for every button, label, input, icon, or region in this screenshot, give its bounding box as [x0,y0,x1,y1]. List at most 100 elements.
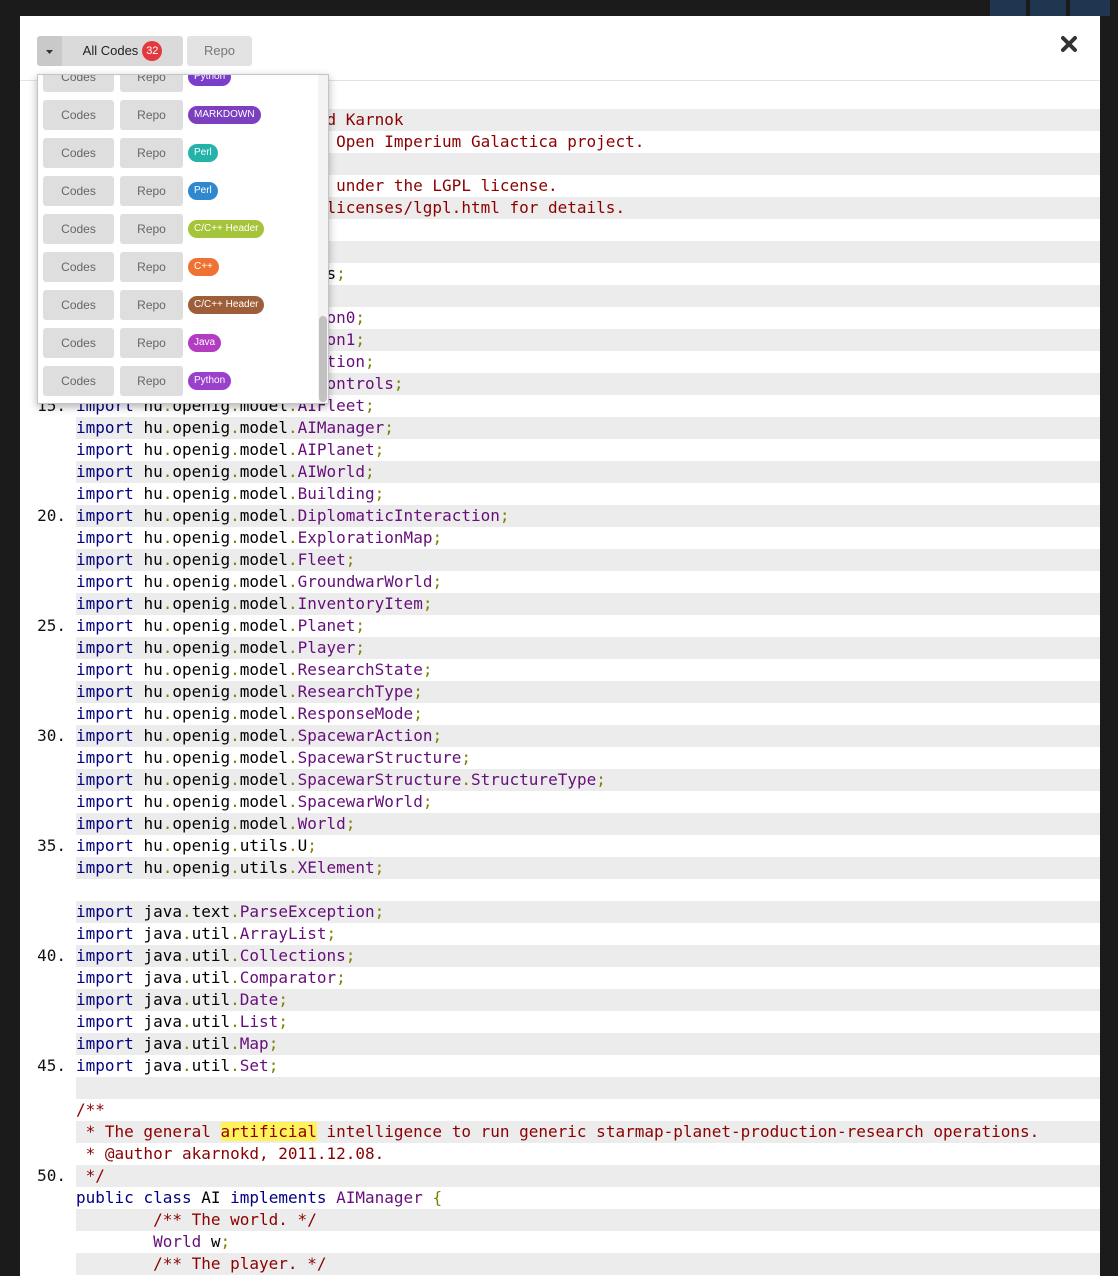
line-number [20,1121,66,1143]
codes-button[interactable]: Codes [43,214,114,244]
code-line: import hu.openig.model.Building; [20,483,1100,505]
dropdown-item: Codes Repo C/C++ Header [38,214,318,252]
line-number [20,1253,66,1275]
line-number [20,747,66,769]
line-text: import hu.openig.model.InventoryItem; [76,593,1100,615]
line-text: /** The player. */ [76,1253,1100,1275]
dropdown-item: Codes Repo Java [38,328,318,366]
language-tag: C/C++ Header [188,296,265,314]
line-text: World w; [153,1232,231,1251]
code-line: 35. import hu.openig.utils.U; [20,835,1100,857]
dropdown-item: Codes Repo Python [38,75,318,100]
repo-button[interactable]: Repo [120,214,183,244]
line-text: * @author akarnokd, 2011.12.08. [76,1144,385,1163]
code-line: import hu.openig.model.InventoryItem; [20,593,1100,615]
code-line: 40. import java.util.Collections; [20,945,1100,967]
line-text [76,241,1100,263]
line-text: import hu.openig.model.GroundwarWorld; [76,572,443,591]
code-line: 50. */ [20,1165,1100,1187]
codes-button[interactable]: Codes [43,100,114,130]
codes-button[interactable]: Codes [43,366,114,396]
code-line: 45. import java.util.Set; [20,1055,1100,1077]
code-line: 25. import hu.openig.model.Planet; [20,615,1100,637]
line-number [20,1231,66,1253]
language-tag: C/C++ Header [188,220,265,238]
code-line: import hu.openig.model.ResearchType; [20,681,1100,703]
line-text: import hu.openig.model.Building; [76,484,385,503]
dropdown-item: Codes Repo C/C++ Header [38,290,318,328]
codes-button[interactable]: Codes [43,138,114,168]
dropdown-item: Codes Repo MARKDOWN [38,100,318,138]
line-number [20,989,66,1011]
close-button[interactable] [1060,35,1078,53]
line-number [20,461,66,483]
language-tag: Python [188,372,232,390]
language-tag: Perl [188,182,218,200]
dropdown-toggle[interactable] [37,36,62,66]
code-line: import hu.openig.model.ExplorationMap; [20,527,1100,549]
line-number: 20. [37,506,66,525]
codes-button[interactable]: Codes [43,328,114,358]
line-text: import java.util.ArrayList; [76,924,337,943]
repo-button[interactable]: Repo [120,138,183,168]
codes-button[interactable]: Codes [43,75,114,92]
code-line: import hu.openig.model.AIManager; [20,417,1100,439]
line-text: import hu.openig.model.SpacewarWorld; [76,792,433,811]
code-line: import hu.openig.model.SpacewarStructure… [20,747,1100,769]
line-number [20,527,66,549]
repo-button[interactable]: Repo [120,252,183,282]
line-text [76,1077,1100,1099]
line-text: import hu.openig.utils.U; [76,836,317,855]
code-line: 30. import hu.openig.model.SpacewarAction… [20,725,1100,747]
code-line: import hu.openig.model.ResearchState; [20,659,1100,681]
code-line: import hu.openig.model.Fleet; [20,549,1100,571]
button-label: All Codes [82,43,139,58]
scrollbar[interactable] [318,75,328,403]
repo-button[interactable]: Repo [120,366,183,396]
line-number: 40. [37,946,66,965]
code-line [20,241,1100,263]
scrollbar-thumb[interactable] [319,316,327,402]
all-codes-button[interactable]: All Codes 32 [62,36,183,66]
line-number: 35. [37,836,66,855]
line-number [20,791,66,813]
repo-button[interactable]: Repo [120,290,183,320]
repo-button[interactable]: Repo [120,328,183,358]
code-line: import java.util.List; [20,1011,1100,1033]
line-text: import hu.openig.model.ResearchType; [76,681,1100,703]
line-text: import java.util.Date; [76,989,1100,1011]
repo-button[interactable]: Repo [120,75,183,92]
codes-button[interactable]: Codes [43,252,114,282]
code-line: /** The player. */ [20,1253,1100,1275]
line-number: 25. [37,616,66,635]
line-text: import hu.openig.model.AIWorld; [76,461,1100,483]
line-number [20,703,66,725]
line-text: import java.util.Collections; [76,945,1100,967]
codes-button[interactable]: Codes [43,290,114,320]
code-line: import java.util.ArrayList; [20,923,1100,945]
line-text: import hu.openig.model.ExplorationMap; [76,528,443,547]
code-line: import java.text.ParseException; [20,901,1100,923]
line-text: import hu.openig.model.AIManager; [76,417,1100,439]
repo-button[interactable]: Repo [120,100,183,130]
line-number [20,857,66,879]
dropdown-list: Codes Repo Python Codes Repo MARKDOWN Codes Rep… [38,75,318,403]
line-number [20,1187,66,1209]
code-line: * The general artificial intelligence to… [20,1121,1100,1143]
language-tag: Python [188,75,232,86]
codes-button[interactable]: Codes [43,176,114,206]
line-number [20,1099,66,1121]
line-text: import java.util.Comparator; [76,968,346,987]
code-line: import hu.openig.model.SpacewarWorld; [20,791,1100,813]
line-text: * The general artificial intelligence to… [76,1121,1100,1143]
repo-button[interactable]: Repo [120,176,183,206]
repo-button[interactable]: Repo [187,36,252,66]
line-number [20,1033,66,1055]
line-text: import hu.openig.model.World; [76,813,1100,835]
line-number [20,659,66,681]
line-text: import hu.openig.model.Fleet; [76,549,1100,571]
line-number [20,637,66,659]
line-text: import hu.openig.model.AIPlanet; [76,440,385,459]
line-number [20,967,66,989]
